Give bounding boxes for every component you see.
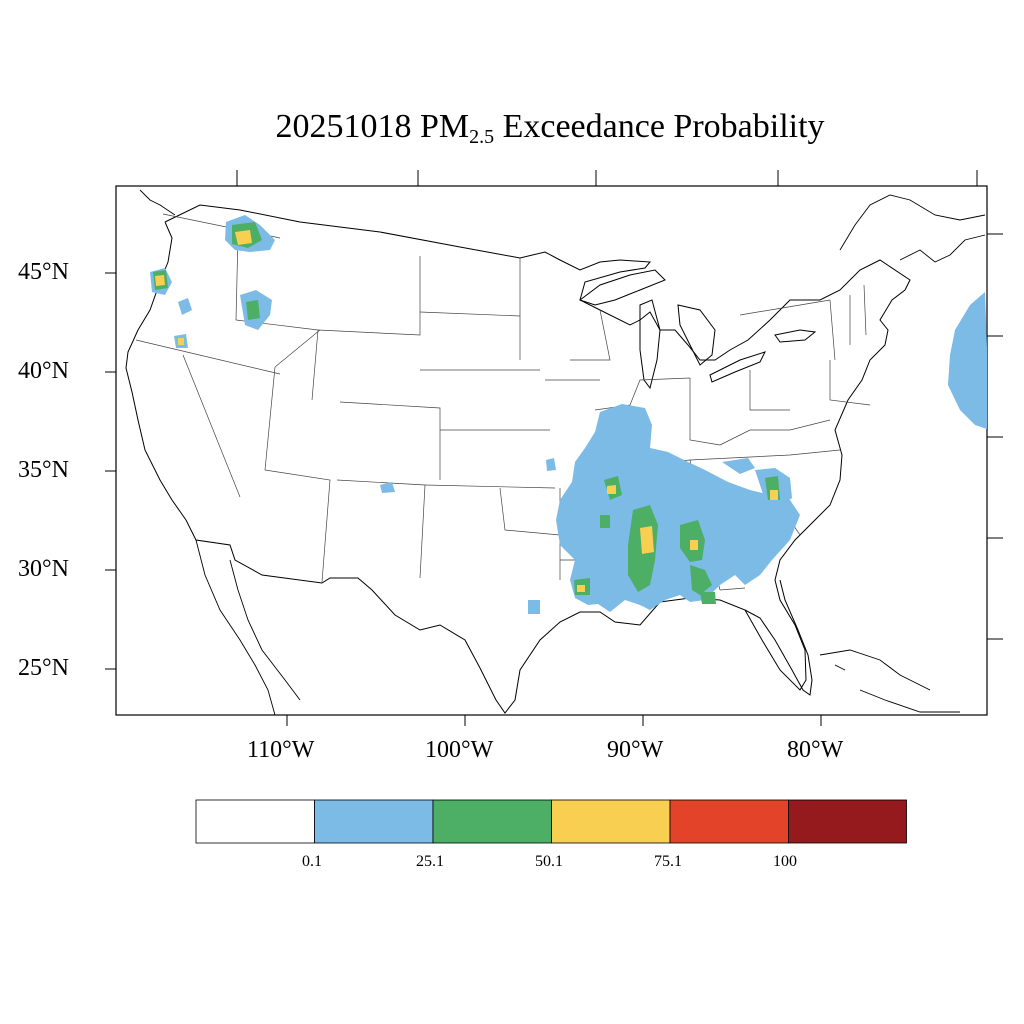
prob-patch-ar2-green bbox=[600, 515, 610, 528]
colorbar-box-red bbox=[669, 799, 789, 844]
lon-label: 80°W bbox=[787, 737, 844, 763]
map-title: 20251018 PM2.5 Exceedance Probability bbox=[0, 108, 1024, 149]
prob-patch-fl-green bbox=[700, 592, 716, 604]
lon-label: 90°W bbox=[607, 737, 664, 763]
lon-label: 100°W bbox=[425, 737, 494, 763]
lake-huron bbox=[677, 304, 716, 366]
prob-patch-al-yellow bbox=[690, 540, 698, 550]
prob-patch-gulf-la bbox=[528, 600, 540, 614]
colorbar-box-green bbox=[432, 799, 552, 844]
colorbar-box-darkred bbox=[788, 799, 907, 844]
lake-ontario bbox=[774, 329, 817, 343]
colorbar-box-yellow bbox=[551, 799, 671, 844]
map-frame bbox=[115, 185, 988, 716]
baja-outline bbox=[195, 539, 301, 715]
title-date: 20251018 bbox=[275, 108, 412, 145]
title-rest: Exceedance Probability bbox=[502, 108, 825, 145]
title-pm: PM bbox=[419, 108, 470, 145]
colorbar-label: 25.1 bbox=[416, 853, 444, 870]
prob-patch-atlantic bbox=[948, 292, 987, 429]
prob-patch-ga-green bbox=[690, 565, 712, 595]
lat-label: 30°N bbox=[18, 556, 69, 582]
title-subscript: 2.5 bbox=[469, 126, 495, 148]
prob-patch-nv-yellow bbox=[178, 338, 184, 345]
colorbar-label: 50.1 bbox=[535, 853, 563, 870]
prob-patch-tn-east bbox=[722, 458, 755, 474]
prob-patch-la-yellow bbox=[577, 585, 585, 592]
prob-patch-wa-yellow bbox=[235, 230, 252, 245]
canada-coast bbox=[139, 189, 986, 263]
lat-label: 35°N bbox=[18, 457, 69, 483]
colorbar-label: 75.1 bbox=[654, 853, 682, 870]
colorbar bbox=[195, 799, 907, 844]
prob-patch-id-green bbox=[246, 300, 260, 320]
colorbar-box-blue bbox=[314, 799, 434, 844]
lat-label: 40°N bbox=[18, 358, 69, 384]
caribbean-islands bbox=[819, 649, 960, 713]
colorbar-box-white bbox=[195, 799, 315, 844]
colorbar-label: 0.1 bbox=[302, 853, 322, 870]
florida-outline bbox=[744, 579, 813, 696]
lake-erie bbox=[709, 351, 766, 383]
us-outline bbox=[125, 204, 911, 714]
colorbar-label: 100 bbox=[773, 853, 797, 870]
prob-patch-ok bbox=[546, 458, 556, 471]
map-content bbox=[125, 189, 987, 715]
lat-label: 25°N bbox=[18, 655, 69, 681]
prob-patch-nm bbox=[380, 482, 395, 493]
lat-label: 45°N bbox=[18, 259, 69, 285]
prob-patch-ms-yellow bbox=[640, 526, 654, 554]
prob-patch-nc-yellow bbox=[770, 490, 778, 500]
prob-patch-or-yellow bbox=[155, 275, 165, 286]
lon-label: 110°W bbox=[247, 737, 315, 763]
axis-ticks bbox=[105, 170, 1003, 726]
lake-michigan bbox=[639, 299, 661, 390]
prob-patch-southeast bbox=[556, 404, 800, 612]
lake-superior bbox=[578, 269, 666, 306]
prob-yellow-layer bbox=[155, 230, 778, 592]
prob-patch-ar-yellow bbox=[607, 485, 616, 494]
prob-patch-or-inland bbox=[178, 298, 192, 315]
